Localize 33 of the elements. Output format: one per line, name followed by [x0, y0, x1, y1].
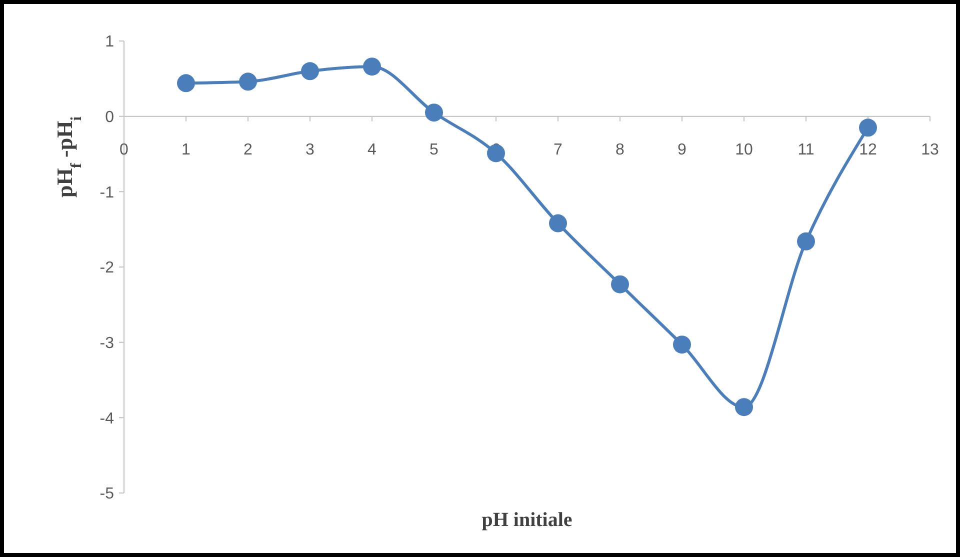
point [425, 104, 443, 122]
point [301, 62, 319, 80]
point [549, 214, 567, 232]
point [611, 275, 629, 294]
point [735, 398, 753, 416]
point [363, 58, 381, 76]
y-tick-label: 1 [105, 34, 114, 51]
x-tick-label: 13 [921, 141, 939, 158]
x-tick-label: 3 [306, 141, 315, 158]
point [177, 74, 195, 92]
x-axis-title: pH initiale [482, 509, 572, 531]
x-tick-label: 11 [798, 141, 814, 158]
y-tick-label: -1 [100, 184, 114, 202]
x-tick-label: 7 [554, 141, 563, 158]
point [673, 336, 691, 354]
point [239, 72, 257, 91]
point [487, 144, 505, 162]
x-tick-label: 2 [244, 141, 253, 158]
x-tick-label: 0 [120, 141, 129, 158]
x-tick-label: 12 [859, 141, 877, 158]
y-tick-label: -2 [100, 260, 114, 277]
x-tick-label: 1 [182, 141, 191, 158]
x-tick-label: 5 [430, 141, 439, 158]
point [797, 232, 815, 250]
y-tick-label: -3 [100, 334, 114, 352]
x-tick-label: 4 [368, 141, 377, 158]
point [859, 118, 877, 137]
x-tick-label: 10 [735, 141, 753, 158]
x-tick-label: 8 [616, 141, 625, 158]
y-tick-label: -4 [100, 410, 114, 428]
y-tick-label: 0 [105, 108, 114, 126]
x-tick-label: 9 [678, 141, 687, 158]
y-tick-label: -5 [100, 486, 114, 503]
